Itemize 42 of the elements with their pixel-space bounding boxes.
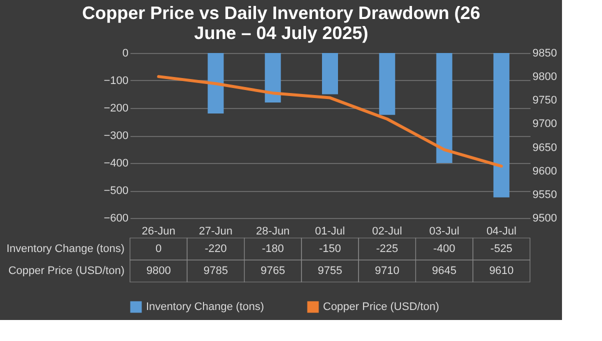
y-tick-label: −200 [104, 102, 128, 114]
data-label: -150 [318, 243, 342, 255]
y2-tick-label: 9600 [532, 165, 557, 178]
y2-tick-label: 9800 [532, 71, 557, 84]
y2-tick-label: 9700 [532, 118, 557, 130]
data-label: -400 [433, 243, 456, 255]
legend-label: Copper Price (USD/ton) [323, 301, 440, 313]
x-tick-label: 02-Jul [372, 226, 402, 238]
data-label: 9755 [318, 265, 342, 277]
line-series [157, 75, 503, 168]
text: Inventory Change (tons) [6, 243, 124, 255]
data-label: -220 [204, 243, 227, 255]
y-tick-label: −500 [104, 185, 128, 197]
x-tick-label: 03-Jul [429, 226, 460, 238]
y2-tick-label: 9650 [532, 142, 557, 154]
x-tick-label: 26-Jun [142, 226, 176, 238]
data-label: 9765 [260, 265, 286, 277]
y-tick-label: −400 [104, 158, 128, 170]
text: Copper Price (USD/ton) [8, 265, 124, 277]
chart-title: Copper Price vs Daily Inventory Drawdown (26 June – 04 July 2025) [82, 3, 480, 43]
y2-tick-label: 9550 [532, 188, 557, 201]
data-label: 9710 [374, 265, 400, 277]
data-label: 9645 [432, 265, 457, 277]
y2-tick-label: 9500 [532, 212, 557, 224]
data-label: 0 [156, 243, 162, 255]
x-tick-label: 27-Jun [198, 226, 233, 238]
x-tick-label: 28-Jun [256, 226, 290, 238]
y-tick-label: −300 [104, 130, 128, 142]
data-label: 9610 [489, 265, 514, 277]
legend-label: Inventory Change (tons) [146, 301, 264, 313]
data-label: -225 [376, 243, 398, 255]
y-tick-label: 0 [122, 48, 128, 60]
x-tick-label: 01-Jul [315, 226, 345, 238]
y2-tick-label: 9750 [532, 94, 557, 107]
y-tick-label: −100 [104, 75, 128, 87]
data-label: -180 [262, 243, 284, 255]
data-label: 9800 [146, 265, 171, 277]
y-tick-label: −600 [104, 212, 128, 224]
y2-tick-label: 9850 [532, 48, 557, 60]
data-label: 9785 [203, 265, 228, 277]
x-tick-label: 04-Jul [486, 226, 516, 238]
data-label: -525 [490, 243, 512, 255]
